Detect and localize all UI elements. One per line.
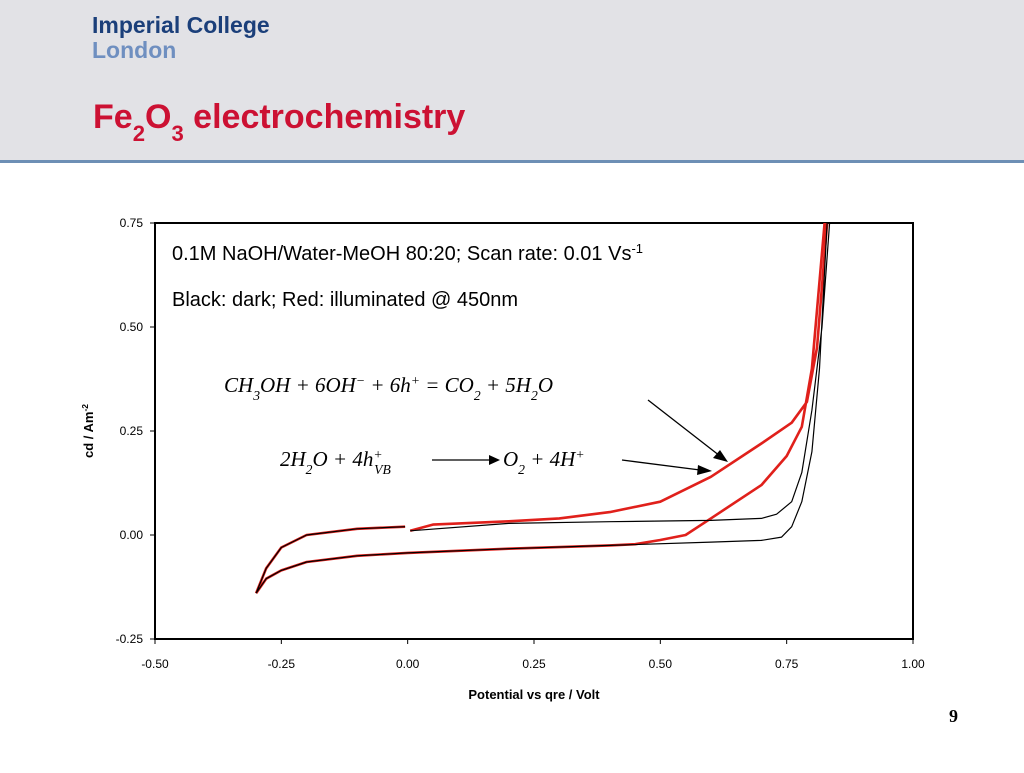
text-part: VB — [374, 462, 391, 477]
text-part: − — [356, 373, 365, 388]
text-part: O — [503, 447, 518, 471]
text-part: 2 — [518, 462, 525, 477]
annotation: 0.1M NaOH/Water-MeOH 80:20; Scan rate: 0… — [172, 241, 643, 266]
text-part: O + 4h — [313, 447, 374, 471]
equation: CH3OH + 6OH− + 6h+ = CO2 + 5H2O — [224, 373, 553, 403]
text-part: 2 — [531, 388, 538, 403]
text-part: + 6h — [365, 373, 411, 397]
text-part: O — [538, 373, 553, 397]
logo-line1: Imperial College — [92, 12, 270, 38]
x-tick-label: 0.25 — [522, 657, 546, 671]
text-part: + — [373, 447, 382, 462]
text-part: 2 — [474, 388, 481, 403]
text-part: Fe — [93, 98, 133, 136]
text-part: cd / Am — [81, 412, 96, 458]
text-part: CH — [224, 373, 255, 397]
text-part: + — [411, 373, 420, 388]
text-part: + — [575, 447, 584, 462]
cv-curve — [255, 223, 831, 594]
header-band — [0, 0, 1024, 162]
x-tick-label: 0.00 — [396, 657, 420, 671]
plot-frame — [154, 222, 914, 640]
y-tick-label: 0.00 — [120, 528, 144, 542]
x-tick-label: 0.50 — [649, 657, 673, 671]
x-tick-label: 0.75 — [775, 657, 799, 671]
y-tick-label: 0.75 — [120, 216, 144, 230]
text-part: 2H — [280, 447, 308, 471]
page-number: 9 — [949, 706, 958, 726]
equation: 2H2O + 4h+ VB — [280, 447, 391, 477]
y-axis-label: cd / Am-2 — [80, 404, 96, 458]
text-part: + 5H — [481, 373, 533, 397]
text-part: OH + 6OH — [260, 373, 358, 397]
y-tick-label: 0.25 — [120, 424, 144, 438]
y-tick-label: -0.25 — [116, 632, 144, 646]
reaction-arrow-head — [489, 455, 500, 465]
slide-title: Fe2O3 electrochemistry — [93, 98, 465, 146]
text-part: 3 — [171, 121, 183, 146]
chart: -0.25 0.00 0.25 0.50 0.75 -0.50 -0.25 0.00 0.25 0… — [80, 216, 925, 702]
text-part: 0.1M NaOH/Water-MeOH 80:20; Scan rate: 0… — [172, 243, 631, 265]
y-tick-label: 0.50 — [120, 320, 144, 334]
x-axis-label: Potential vs qre / Volt — [468, 687, 600, 702]
pointer-arrow — [621, 459, 701, 471]
x-tick-label: 1.00 — [901, 657, 925, 671]
cv-curve — [254, 223, 829, 594]
x-tick-label: -0.50 — [141, 657, 169, 671]
text-part: = CO — [420, 373, 474, 397]
text-part: 3 — [252, 388, 260, 403]
text-part: electrochemistry — [184, 98, 466, 136]
text-part: -1 — [631, 241, 643, 256]
text-part: + 4H — [525, 447, 577, 471]
pointer-head — [697, 465, 712, 475]
equation: O2 + 4H+ — [503, 447, 585, 477]
header-rule — [0, 160, 1024, 163]
pointer-head — [713, 450, 728, 462]
text-part: Black: dark; Red: illuminated @ 450nm — [172, 289, 518, 311]
logo-line2: London — [92, 37, 176, 63]
text-part: 2 — [133, 121, 145, 146]
annotation: Black: dark; Red: illuminated @ 450nm — [172, 289, 518, 311]
text-part: -2 — [80, 404, 90, 412]
text-part: 2 — [306, 462, 313, 477]
x-tick-label: -0.25 — [268, 657, 296, 671]
text-part: O — [145, 98, 171, 136]
pointer-arrow — [647, 399, 721, 457]
